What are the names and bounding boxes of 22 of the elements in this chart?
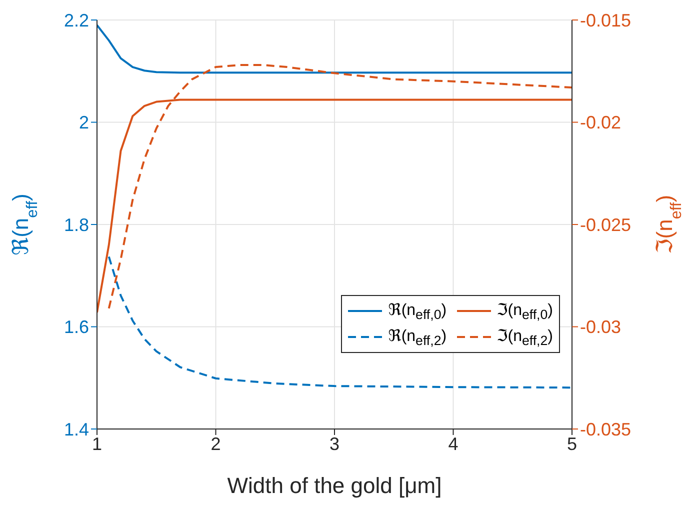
- y-tick-label: 1.8: [64, 214, 89, 235]
- x-tick-label: 5: [566, 434, 578, 454]
- y-tick-label: 1.4: [64, 419, 89, 440]
- line-series: [108, 256, 572, 389]
- line-series: [97, 24, 572, 74]
- y-tick-label: 1.6: [64, 317, 89, 338]
- legend-label: ℜ(n$_{eff,2}$): [388, 326, 447, 348]
- y-tick-label: 2.2: [64, 10, 89, 30]
- x-tick-label: 2: [210, 434, 221, 454]
- legend-label: ℑ(n$_{eff,0}$): [496, 300, 553, 322]
- x-tick-label: 1: [92, 434, 102, 454]
- legend-label: ℜ(n$_{eff,0}$): [388, 300, 447, 322]
- legend-label: ℑ(n$_{eff,2}$): [496, 326, 553, 348]
- y2-tick-label: -0.025: [580, 214, 632, 235]
- x-tick-label: 3: [329, 434, 340, 454]
- y-tick-label: 2: [78, 112, 89, 133]
- y2-tick-label: -0.02: [580, 112, 622, 133]
- x-axis-title: Width of the gold [μm]: [227, 473, 442, 498]
- y2-tick-label: -0.03: [580, 317, 622, 338]
- y2-tick-label: -0.035: [580, 419, 632, 440]
- x-tick-label: 4: [448, 434, 458, 454]
- y2-tick-label: -0.015: [580, 10, 632, 30]
